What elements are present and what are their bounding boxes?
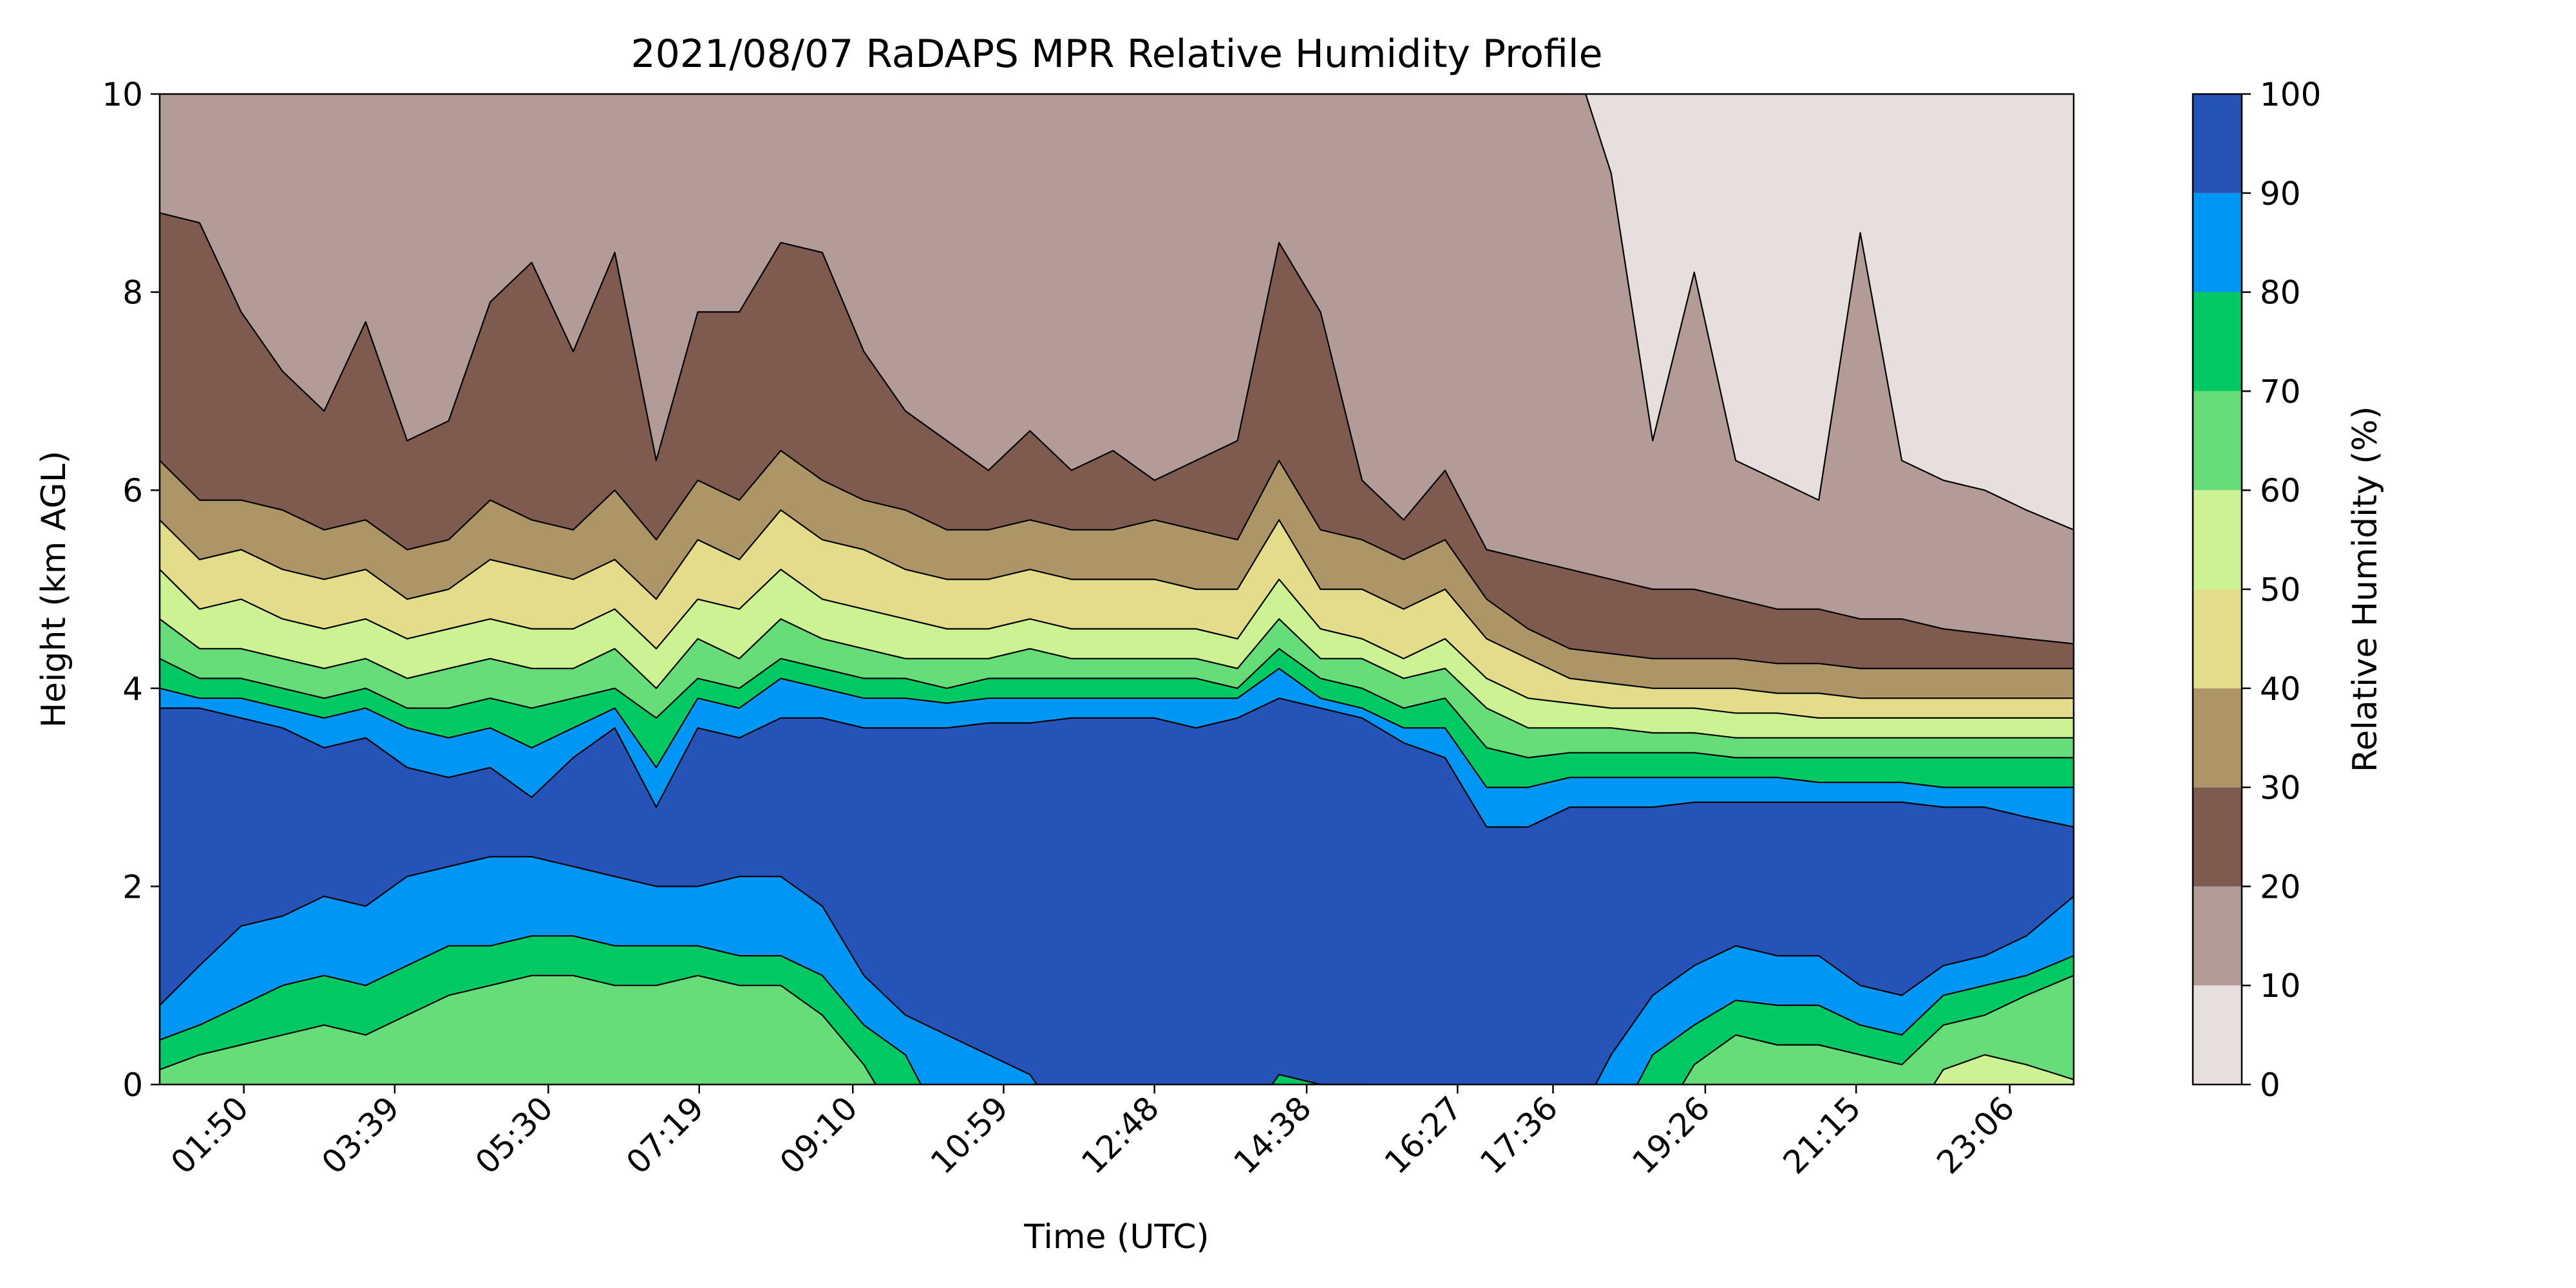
y-tick-label: 10 xyxy=(102,76,143,113)
y-tick-label: 8 xyxy=(122,274,143,312)
x-tick-label: 07:19 xyxy=(619,1089,711,1181)
chart-title: 2021/08/07 RaDAPS MPR Relative Humidity … xyxy=(631,32,1603,77)
contour-line-rh60 xyxy=(160,618,2074,739)
contour-line-rh20 xyxy=(160,212,2074,645)
colorbar-tick-label: 70 xyxy=(2260,373,2301,410)
x-tick-label: 16:27 xyxy=(1378,1089,1470,1181)
colorbar-swatch xyxy=(2193,787,2242,887)
colorbar-tick-label: 90 xyxy=(2260,175,2301,213)
colorbar-swatch xyxy=(2193,886,2242,986)
contour-line-rh50 xyxy=(160,569,2074,719)
y-tick-label: 4 xyxy=(122,670,143,708)
colorbar-swatch xyxy=(2193,292,2242,392)
colorbar-swatch xyxy=(2193,193,2242,292)
colorbar-swatch xyxy=(2193,490,2242,589)
colorbar-tick-label: 0 xyxy=(2260,1066,2280,1104)
band-rh-0-10 xyxy=(1586,94,2074,530)
x-tick-label: 05:30 xyxy=(468,1089,560,1181)
x-tick-label: 19:26 xyxy=(1625,1089,1717,1181)
contour-line-rh90_bottom xyxy=(160,856,2074,1084)
y-tick-label: 2 xyxy=(122,868,143,905)
colorbar-tick-label: 100 xyxy=(2260,76,2321,113)
x-axis-label: Time (UTC) xyxy=(1023,1218,1209,1256)
colorbar-tick-label: 40 xyxy=(2260,670,2301,708)
y-axis-label: Height (km AGL) xyxy=(35,451,73,728)
x-tick-label: 17:36 xyxy=(1473,1089,1565,1181)
colorbar-swatch xyxy=(2193,985,2242,1084)
colorbar-tick-label: 80 xyxy=(2260,274,2301,312)
x-tick-label: 01:50 xyxy=(164,1089,256,1181)
colorbar-tick-label: 10 xyxy=(2260,967,2301,1005)
y-tick-label: 0 xyxy=(122,1066,143,1104)
colorbar-tick-label: 20 xyxy=(2260,868,2301,905)
colorbar-swatch xyxy=(2193,589,2242,688)
contour-line-rh90 xyxy=(160,697,2074,828)
plot-area xyxy=(160,94,2074,1084)
x-tick-label: 21:15 xyxy=(1776,1089,1868,1181)
colorbar-swatch xyxy=(2193,688,2242,788)
x-tick-label: 09:10 xyxy=(773,1089,865,1181)
contour-line-rh80 xyxy=(160,667,2074,788)
colorbar-label: Relative Humidity (%) xyxy=(2346,406,2385,773)
colorbar-swatch xyxy=(2193,391,2242,491)
plot-frame xyxy=(158,93,2075,1086)
colorbar-tick-label: 30 xyxy=(2260,770,2301,807)
colorbar-swatch xyxy=(2193,94,2242,193)
band-rh-60-70-lower xyxy=(160,975,2074,1084)
colorbar-tick-label: 60 xyxy=(2260,472,2301,509)
contour-line-rh30 xyxy=(160,450,2074,670)
contour-line-rh70 xyxy=(160,648,2074,759)
x-tick-label: 12:48 xyxy=(1074,1089,1166,1181)
contour-line-rh40 xyxy=(160,509,2074,699)
colorbar-tick-label: 50 xyxy=(2260,571,2301,609)
y-tick-label: 6 xyxy=(122,472,143,509)
colorbar: 0 10 20 30 40 50 60 70 80 90 100 xyxy=(2192,76,2321,1104)
contour-line-rh10 xyxy=(1585,94,2074,531)
x-tick-label: 14:38 xyxy=(1227,1089,1319,1181)
contour-line-rh80_bottom xyxy=(160,935,2074,1084)
x-tick-label: 23:06 xyxy=(1929,1089,2022,1181)
x-tick-label: 03:39 xyxy=(314,1089,406,1181)
contour-line-rh70_bottom xyxy=(160,974,2074,1084)
x-tick-label: 10:59 xyxy=(923,1089,1016,1181)
band-rh-50-60-lower xyxy=(1933,1054,2074,1084)
